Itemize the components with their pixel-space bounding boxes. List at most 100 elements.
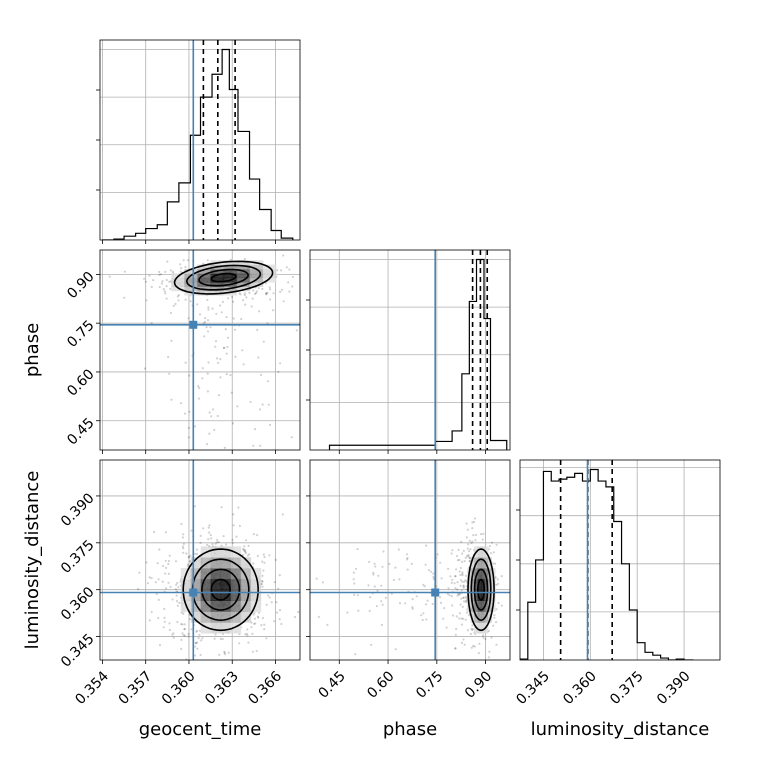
sample-point [464, 595, 467, 598]
sample-point [426, 599, 429, 602]
x-tick-label: 0.354 [72, 668, 112, 708]
sample-point [165, 297, 168, 300]
sample-point [471, 521, 474, 524]
sample-point [182, 551, 185, 554]
density-cell [477, 546, 482, 558]
sample-point [217, 541, 220, 544]
sample-point [490, 541, 493, 544]
sample-point [165, 587, 168, 590]
sample-point [222, 346, 225, 350]
sample-point [464, 579, 467, 582]
density-cell [200, 600, 212, 612]
sample-point [256, 615, 259, 618]
sample-point [448, 594, 451, 597]
sample-point [373, 585, 376, 588]
sample-point [207, 361, 210, 364]
sample-point [461, 571, 464, 574]
sample-point [253, 428, 257, 431]
sample-point [199, 541, 202, 545]
sample-point [177, 294, 180, 297]
density-cell [171, 277, 185, 283]
sample-point [243, 550, 246, 553]
sample-point [202, 322, 205, 325]
sample-point [254, 292, 258, 295]
sample-point [220, 506, 223, 509]
sample-point [188, 374, 191, 377]
sample-point [160, 282, 164, 285]
sample-point [157, 578, 160, 581]
axes-frame [99, 249, 301, 451]
sample-point [368, 560, 371, 564]
sample-point [457, 548, 460, 552]
sample-point [245, 632, 248, 636]
density-cell [467, 578, 472, 591]
sample-point [260, 373, 263, 376]
sample-point [372, 571, 375, 575]
sample-point [169, 269, 173, 272]
sample-point [242, 363, 245, 366]
sample-point [280, 622, 283, 626]
sample-point [246, 634, 249, 637]
y-tick-label: 0.375 [58, 537, 98, 577]
sample-point [219, 637, 222, 641]
sample-point [272, 292, 275, 295]
sample-point [186, 565, 189, 568]
sample-point [280, 269, 283, 272]
sample-point [247, 544, 250, 548]
sample-point [461, 572, 464, 575]
sample-point [187, 556, 190, 559]
sample-point [256, 554, 259, 558]
sample-point [208, 524, 211, 527]
sample-point [432, 572, 435, 575]
sample-point [198, 633, 201, 637]
sample-point [471, 527, 474, 530]
density-cell [240, 568, 252, 580]
sample-point [273, 581, 276, 584]
x-tick-label: 0.75 [413, 668, 446, 701]
sample-point [303, 570, 305, 572]
sample-point [174, 588, 177, 591]
sample-point [215, 312, 218, 315]
sample-point [179, 263, 182, 266]
contours [467, 548, 495, 632]
sample-point [238, 633, 241, 636]
sample-point [474, 533, 478, 537]
sample-point [145, 299, 148, 302]
sample-point [209, 534, 212, 537]
density-cell [484, 578, 489, 591]
sample-point [252, 444, 255, 447]
sample-point [430, 570, 433, 573]
density-cell [210, 546, 222, 558]
sample-point [315, 577, 318, 580]
sample-point [469, 632, 472, 636]
sample-point [473, 517, 477, 520]
sample-point [257, 616, 260, 619]
density-cell [184, 268, 198, 274]
density-cell [250, 600, 262, 612]
sample-point [287, 281, 290, 284]
sample-point [458, 558, 461, 562]
sample-point [463, 643, 466, 646]
sample-point [464, 574, 467, 578]
sample-point [255, 649, 258, 653]
density-cell [249, 273, 264, 279]
density-cell [230, 611, 242, 623]
contours [173, 260, 274, 295]
sample-point [326, 623, 329, 627]
sample-point [219, 376, 222, 379]
sample-point [462, 596, 465, 599]
sample-point [260, 624, 263, 627]
sample-point [492, 551, 495, 554]
sample-point [450, 552, 453, 555]
y-tick-label: 0.360 [58, 584, 98, 624]
sample-point [180, 522, 183, 526]
sample-point [158, 644, 162, 647]
sample-point [179, 270, 182, 273]
sample-point [221, 637, 224, 641]
sample-point [211, 543, 214, 546]
sample-point [204, 317, 207, 320]
sample-point [291, 275, 294, 279]
sample-point [456, 581, 459, 584]
sample-point [451, 614, 455, 617]
sample-point [186, 259, 190, 262]
